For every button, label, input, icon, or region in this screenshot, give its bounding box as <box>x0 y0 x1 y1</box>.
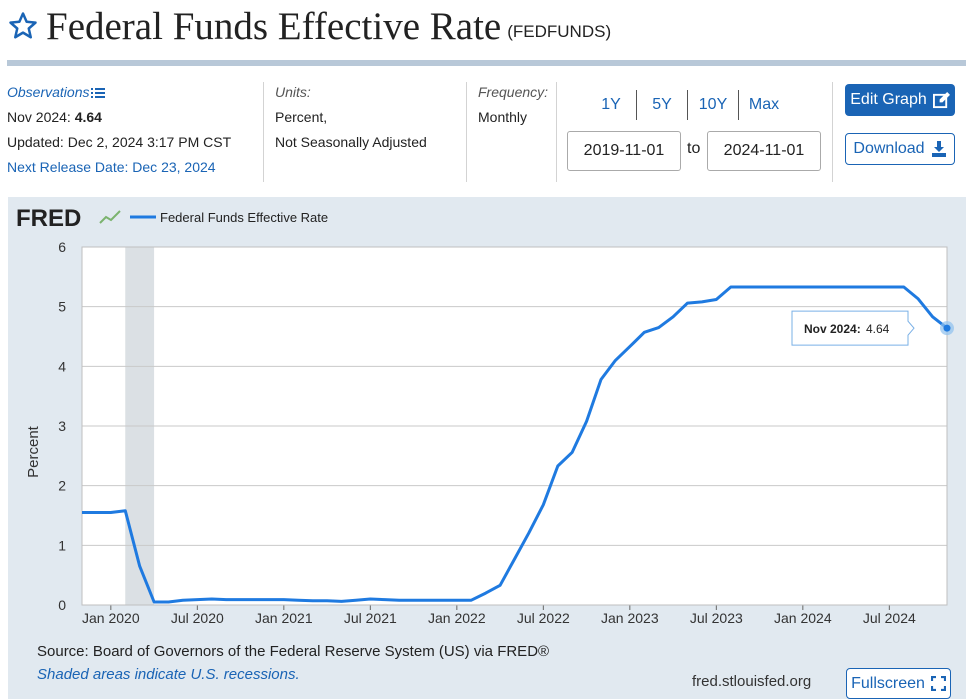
series-line <box>82 285 948 604</box>
x-tick-label: Jan 2021 <box>255 610 313 626</box>
x-tick-label: Jul 2024 <box>863 610 916 626</box>
star-icon[interactable] <box>8 11 38 41</box>
frequency-value: Monthly <box>478 109 528 125</box>
latest-value: 4.64 <box>74 109 102 125</box>
y-tick-label: 2 <box>58 478 66 494</box>
divider <box>466 82 467 182</box>
y-axis-label: Percent <box>25 425 42 478</box>
seasonal-adjustment: Not Seasonally Adjusted <box>275 134 427 150</box>
tooltip-box <box>791 310 915 346</box>
y-tick-label: 0 <box>58 597 66 613</box>
y-tick-label: 1 <box>58 537 66 553</box>
frequency-block: Frequency: Monthly <box>478 80 548 130</box>
x-tick-label: Jul 2023 <box>690 610 743 626</box>
x-tick-label: Jul 2021 <box>344 610 397 626</box>
x-tick-label: Jan 2022 <box>428 610 486 626</box>
frequency-label: Frequency: <box>478 84 549 100</box>
fred-logo: FRED <box>16 205 121 232</box>
fullscreen-label: Fullscreen <box>851 674 925 692</box>
observations-block: Observations Nov 2024: 4.64 Updated: Dec… <box>7 80 231 180</box>
download-button[interactable]: Download <box>845 133 955 165</box>
next-release-link[interactable]: Next Release Date: Dec 23, 2024 <box>7 159 216 175</box>
latest-observation: Nov 2024: 4.64 <box>7 109 102 125</box>
fred-logo-icon <box>99 210 121 224</box>
range-10y[interactable]: 10Y <box>698 96 728 113</box>
range-links: 1Y 5Y 10Y Max <box>586 90 789 120</box>
x-tick-label: Jan 2020 <box>82 610 140 626</box>
download-icon <box>931 141 946 157</box>
data-point <box>943 324 951 332</box>
tooltip-value: 4.64 <box>866 322 890 336</box>
page-title: Federal Funds Effective Rate <box>46 4 502 48</box>
svg-text:FRED: FRED <box>16 205 81 232</box>
observations-link[interactable]: Observations <box>7 80 231 105</box>
download-label: Download <box>853 140 925 157</box>
range-max[interactable]: Max <box>748 96 780 113</box>
chart[interactable]: FRED Federal Funds Effective Rate Percen… <box>8 197 966 699</box>
source-text: Source: Board of Governors of the Federa… <box>37 643 550 660</box>
range-1y[interactable]: 1Y <box>601 96 621 113</box>
units-label: Units: <box>275 84 311 100</box>
recession-note: Shaded areas indicate U.S. recessions. <box>37 666 300 683</box>
x-tick-label: Jan 2024 <box>774 610 832 626</box>
series-id: (FEDFUNDS) <box>507 22 612 41</box>
fullscreen-button[interactable]: Fullscreen <box>846 668 951 699</box>
x-tick-label: Jul 2020 <box>171 610 224 626</box>
edit-icon <box>932 91 950 108</box>
graph-panel: FRED Federal Funds Effective Rate Percen… <box>8 197 966 699</box>
range-5y[interactable]: 5Y <box>652 96 672 113</box>
edit-graph-button[interactable]: Edit Graph <box>845 84 955 116</box>
fred-url[interactable]: fred.stlouisfed.org <box>692 673 812 690</box>
units-block: Units: Percent, Not Seasonally Adjusted <box>275 80 427 155</box>
x-tick-label: Jan 2023 <box>601 610 659 626</box>
y-tick-label: 3 <box>58 418 66 434</box>
y-tick-label: 5 <box>58 299 66 315</box>
units-value: Percent, <box>275 109 328 125</box>
range-separator <box>738 90 739 120</box>
y-tick-label: 4 <box>58 358 66 374</box>
tooltip-label: Nov 2024: <box>804 322 861 336</box>
updated-date: Updated: Dec 2, 2024 3:17 PM CST <box>7 134 232 150</box>
fullscreen-icon <box>930 676 946 691</box>
edit-graph-label: Edit Graph <box>850 91 927 108</box>
header-divider <box>7 60 966 66</box>
to-label: to <box>687 140 701 157</box>
range-separator <box>687 90 688 120</box>
legend-label: Federal Funds Effective Rate <box>160 210 328 225</box>
end-date-input[interactable]: 2024-11-01 <box>707 131 821 171</box>
divider <box>263 82 264 182</box>
range-separator <box>636 90 637 120</box>
divider <box>556 82 557 182</box>
list-icon <box>91 87 106 98</box>
plot-border <box>81 246 948 606</box>
y-tick-label: 6 <box>58 239 66 255</box>
x-tick-label: Jul 2022 <box>517 610 570 626</box>
title-row: Federal Funds Effective Rate (FEDFUNDS) <box>8 4 611 48</box>
divider <box>832 82 833 182</box>
start-date-input[interactable]: 2019-11-01 <box>567 131 681 171</box>
